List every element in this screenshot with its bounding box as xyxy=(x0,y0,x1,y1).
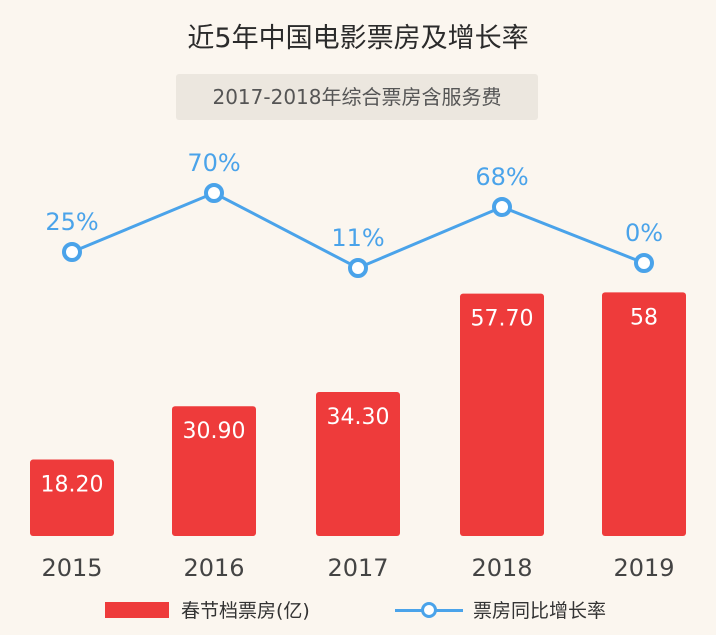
bar-2019 xyxy=(602,292,686,536)
bar-value-label: 58 xyxy=(630,305,658,330)
bar-2017 xyxy=(316,391,400,536)
growth-point-2017 xyxy=(348,258,368,278)
legend-bar-swatch xyxy=(105,601,169,618)
x-tick-label: 2019 xyxy=(613,554,674,582)
growth-point-2018 xyxy=(492,197,512,217)
bar-2018 xyxy=(460,293,544,536)
growth-point-2016 xyxy=(204,183,224,203)
growth-point-2015 xyxy=(62,242,82,262)
chart-title: 近5年中国电影票房及增长率 xyxy=(187,23,529,54)
legend-label-line: 票房同比增长率 xyxy=(473,600,607,622)
x-tick-label: 2016 xyxy=(183,554,244,582)
bar-value-label: 34.30 xyxy=(327,405,390,430)
growth-point-2019 xyxy=(634,253,654,273)
growth-value-label: 25% xyxy=(45,208,98,236)
x-tick-label: 2015 xyxy=(41,554,102,582)
growth-value-label: 68% xyxy=(475,163,528,191)
legend-item-bar: 春节档票房(亿) xyxy=(105,596,310,623)
bar-value-label: 57.70 xyxy=(471,307,534,332)
bar-2016 xyxy=(172,406,256,536)
bar-value-label: 18.20 xyxy=(41,473,104,498)
bar-2015 xyxy=(30,459,114,536)
x-tick-label: 2017 xyxy=(327,554,388,582)
growth-value-label: 11% xyxy=(331,224,384,252)
chart-subtitle: 2017-2018年综合票房含服务费 xyxy=(176,74,538,120)
growth-value-label: 0% xyxy=(625,219,663,247)
bar-value-label: 30.90 xyxy=(183,419,246,444)
x-tick-label: 2018 xyxy=(471,554,532,582)
legend-item-line: 票房同比增长率 xyxy=(395,596,606,623)
legend-label-bar: 春节档票房(亿) xyxy=(181,600,310,622)
legend: 春节档票房(亿) 票房同比增长率 xyxy=(0,596,716,626)
legend-line-swatch xyxy=(395,600,463,620)
growth-value-label: 70% xyxy=(187,149,240,177)
